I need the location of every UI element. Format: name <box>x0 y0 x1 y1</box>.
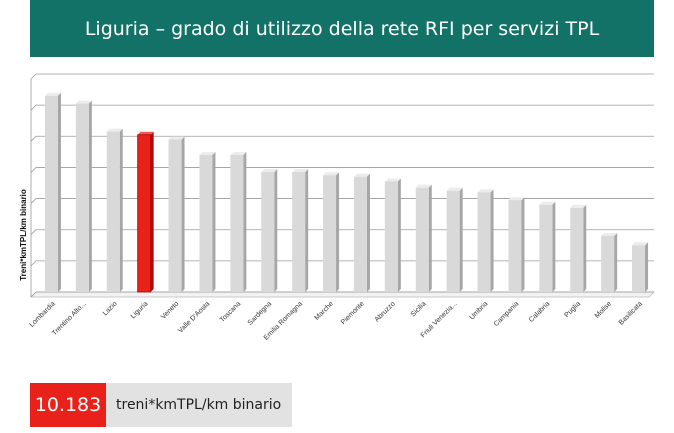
category-label: Sicilia <box>410 300 428 318</box>
category-label: Abruzzo <box>374 300 397 323</box>
bar-molise <box>601 232 618 292</box>
bar-emilia-romagna <box>292 169 309 292</box>
unit-label: treni*kmTPL/km binario <box>106 383 292 427</box>
category-label: Lombardia <box>29 300 57 328</box>
bar-umbria <box>477 189 494 292</box>
bar-veneto <box>168 136 185 292</box>
gridline-tick <box>30 73 37 80</box>
chart-title: Liguria – grado di utilizzo della rete R… <box>30 0 654 57</box>
category-label: Liguria <box>130 300 150 320</box>
bar-lombardia <box>44 92 61 292</box>
bar-puglia <box>570 204 587 292</box>
category-label: Basilicata <box>618 300 644 326</box>
category-label: Calabria <box>528 300 551 323</box>
gridline-tick <box>30 104 37 111</box>
category-label: Marche <box>314 300 336 322</box>
bar-campania <box>508 197 525 292</box>
bar-friuli-venezia <box>446 187 463 292</box>
bar-toscana <box>230 151 247 292</box>
category-label: Molise <box>594 300 613 319</box>
category-label: Valle D'Aosta <box>177 300 211 334</box>
category-label: Umbria <box>469 300 490 321</box>
category-label: Veneto <box>160 300 180 320</box>
gridline-tick <box>30 198 37 204</box>
gridline-tick <box>30 229 37 235</box>
bar-sardegna <box>261 169 278 292</box>
category-label: Piemonte <box>340 300 366 326</box>
bar-liguria <box>137 131 154 293</box>
bars <box>44 92 649 293</box>
category-label: Sardegna <box>247 300 273 326</box>
bar-sicilia <box>415 184 432 292</box>
bar-valle-d-aosta <box>199 151 216 292</box>
bar-calabria <box>539 201 556 292</box>
category-label: Puglia <box>563 300 582 319</box>
value-badge: 10.183 <box>30 383 106 427</box>
bar-piemonte <box>353 173 370 292</box>
bar-marche <box>323 172 340 292</box>
category-label: Campania <box>493 300 521 328</box>
gridline-tick <box>30 260 37 267</box>
bar-trentino-alto <box>75 100 92 292</box>
grid-lines <box>30 73 655 298</box>
category-label: Trentino Alto... <box>51 300 88 337</box>
bar-basilicata <box>632 242 649 292</box>
bar-lazio <box>106 128 123 292</box>
gridline-tick <box>30 291 37 298</box>
category-label: Lazio <box>102 300 119 317</box>
y-axis-label: Treni*kmTPL/km binario <box>19 189 28 281</box>
gridline-tick <box>30 136 37 142</box>
gridline-tick <box>30 167 37 173</box>
chart-floor <box>30 291 655 298</box>
bar-abruzzo <box>384 178 401 292</box>
category-label: Toscana <box>219 300 242 323</box>
